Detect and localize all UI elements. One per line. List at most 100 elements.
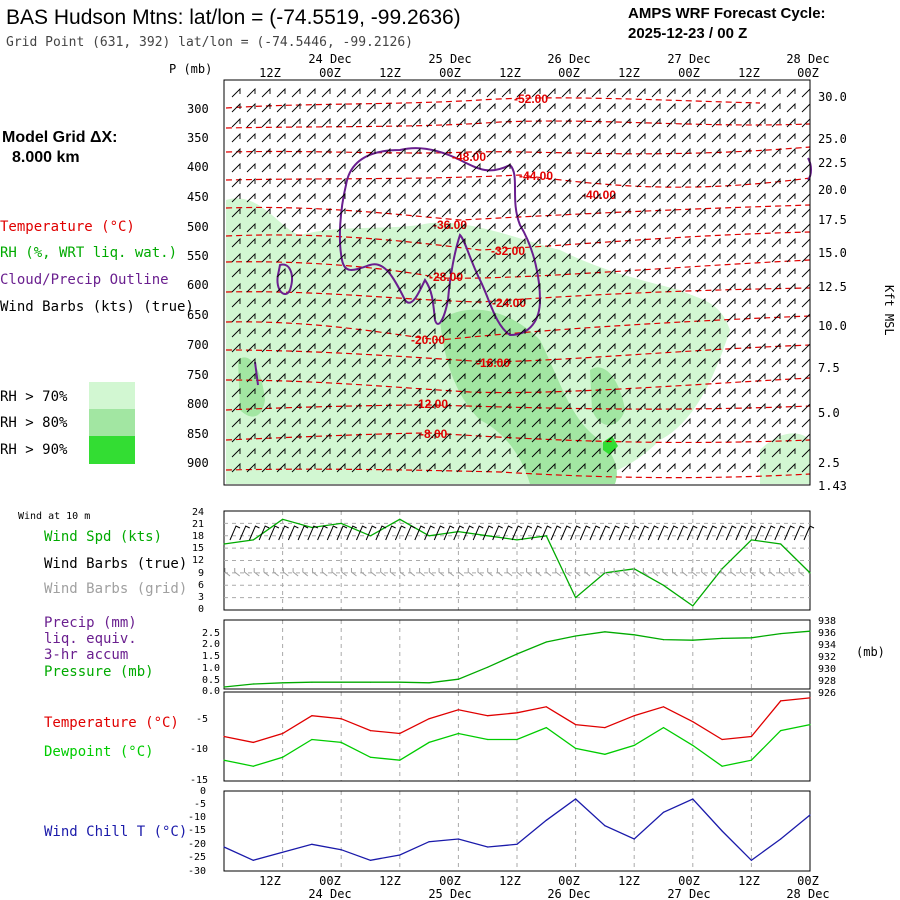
- upper-air-wind-barb: [501, 237, 511, 248]
- upper-air-wind-barb: [261, 102, 271, 113]
- wind-barb-true: [453, 525, 464, 541]
- wind-barb-true: [677, 525, 688, 541]
- upper-air-wind-barb: [741, 342, 751, 353]
- upper-air-wind-barb: [501, 342, 511, 353]
- legend-precip-liq: liq. equiv.: [44, 631, 137, 647]
- wind-barb-grid: [380, 568, 386, 577]
- upper-air-wind-barb: [771, 417, 781, 428]
- upper-air-wind-barb: [546, 462, 556, 473]
- pressure-tick: 700: [187, 338, 209, 352]
- upper-air-wind-barb: [246, 237, 256, 248]
- upper-air-wind-barb: [471, 432, 481, 443]
- wind-barb-true: [404, 525, 416, 541]
- upper-air-wind-barb: [726, 357, 736, 368]
- upper-air-wind-barb: [711, 102, 721, 113]
- top-date-label: 26 Dec: [547, 52, 590, 66]
- upper-air-wind-barb: [756, 417, 766, 428]
- upper-air-wind-barb: [636, 432, 646, 443]
- upper-air-wind-barb: [486, 342, 496, 353]
- upper-air-wind-barb: [756, 312, 766, 323]
- upper-air-wind-barb: [786, 162, 796, 173]
- upper-air-wind-barb: [771, 147, 781, 158]
- upper-air-wind-barb: [246, 312, 256, 323]
- upper-air-wind-barb: [711, 432, 721, 443]
- upper-air-wind-barb: [426, 387, 436, 398]
- upper-air-wind-barb: [606, 147, 616, 158]
- upper-air-wind-barb: [756, 162, 766, 173]
- upper-air-wind-barb: [561, 432, 571, 443]
- pressure-point: [223, 686, 225, 688]
- upper-air-wind-barb: [516, 372, 526, 383]
- upper-air-wind-barb: [726, 327, 736, 338]
- upper-air-wind-barb: [456, 357, 466, 368]
- upper-air-wind-barb: [636, 222, 646, 233]
- upper-air-wind-barb: [786, 102, 796, 113]
- upper-air-wind-barb: [696, 117, 706, 128]
- dewpoint-point: [516, 738, 518, 741]
- upper-air-wind-barb: [786, 177, 796, 188]
- upper-air-wind-barb: [516, 192, 526, 203]
- upper-air-wind-barb: [531, 447, 541, 458]
- upper-air-wind-barb: [576, 237, 586, 248]
- upper-air-wind-barb: [291, 147, 301, 158]
- upper-air-wind-barb: [786, 192, 796, 203]
- upper-air-wind-barb: [621, 87, 631, 98]
- legend-dewpoint: Dewpoint (°C): [44, 744, 154, 760]
- dewpoint-point: [604, 753, 606, 755]
- upper-air-wind-barb: [351, 267, 361, 278]
- upper-air-wind-barb: [261, 117, 271, 128]
- upper-air-wind-barb: [456, 117, 466, 128]
- upper-air-wind-barb: [576, 282, 586, 293]
- upper-air-wind-barb: [651, 117, 661, 128]
- upper-air-wind-barb: [546, 387, 556, 398]
- upper-air-wind-barb: [666, 402, 676, 413]
- upper-air-wind-barb: [576, 132, 586, 143]
- upper-air-wind-barb: [561, 207, 571, 218]
- upper-air-wind-barb: [591, 162, 601, 173]
- upper-air-wind-barb: [441, 447, 451, 458]
- upper-air-wind-barb: [246, 282, 256, 293]
- upper-air-wind-barb: [441, 177, 451, 188]
- upper-air-wind-barb: [411, 282, 421, 293]
- height-axis: 30.0 25.0 22.5 20.0 17.5 15.0 12.5 10.0 …: [818, 90, 896, 493]
- upper-air-wind-barb: [291, 282, 301, 293]
- upper-air-wind-barb: [801, 327, 811, 338]
- upper-air-wind-barb: [606, 357, 616, 368]
- legend-rh80-label: RH > 80%: [0, 415, 68, 431]
- upper-air-wind-barb: [636, 162, 646, 173]
- wind-chill-point: [575, 798, 577, 800]
- upper-air-wind-barb: [276, 462, 286, 473]
- upper-air-wind-barb: [411, 402, 421, 413]
- wind-barb-true: [482, 525, 494, 541]
- upper-air-wind-barb: [426, 252, 436, 263]
- upper-air-wind-barb: [411, 222, 421, 233]
- upper-air-wind-barb: [336, 102, 346, 113]
- upper-air-wind-barb: [231, 177, 241, 188]
- upper-air-wind-barb: [396, 447, 406, 458]
- upper-air-wind-barb: [366, 177, 376, 188]
- upper-air-wind-barb: [456, 147, 466, 158]
- upper-air-wind-barb: [261, 447, 271, 458]
- upper-air-wind-barb: [426, 402, 436, 413]
- upper-air-wind-barb: [276, 252, 286, 263]
- upper-air-wind-barb: [456, 177, 466, 188]
- upper-air-wind-barb: [231, 237, 241, 248]
- upper-air-wind-barb: [786, 432, 796, 443]
- upper-air-wind-barb: [246, 192, 256, 203]
- isotherm-label: -20.00: [411, 333, 445, 347]
- upper-air-wind-barb: [741, 87, 751, 98]
- upper-air-wind-barb: [231, 417, 241, 428]
- upper-air-wind-barb: [651, 252, 661, 263]
- wind-barb-true: [764, 525, 776, 541]
- upper-air-wind-barb: [726, 267, 736, 278]
- upper-air-wind-barb: [231, 372, 241, 383]
- upper-air-wind-barb: [546, 177, 556, 188]
- upper-air-wind-barb: [261, 267, 271, 278]
- upper-air-wind-barb: [576, 297, 586, 308]
- upper-air-wind-barb: [336, 87, 346, 98]
- upper-air-wind-barb: [726, 162, 736, 173]
- upper-air-wind-barb: [276, 282, 286, 293]
- upper-air-wind-barb: [606, 432, 616, 443]
- upper-air-wind-barb: [501, 102, 511, 113]
- upper-air-wind-barb: [561, 237, 571, 248]
